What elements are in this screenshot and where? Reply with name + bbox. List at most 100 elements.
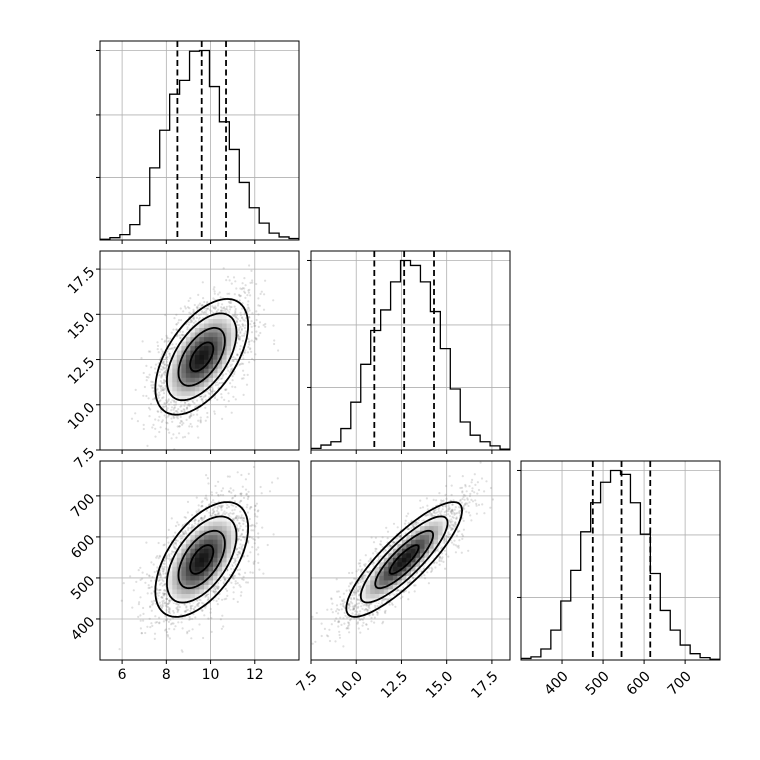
- density-cell: [199, 539, 205, 545]
- scatter-point: [152, 383, 155, 386]
- scatter-point: [230, 282, 233, 285]
- scatter-point: [169, 599, 172, 602]
- scatter-point: [154, 427, 157, 430]
- scatter-point: [268, 490, 272, 493]
- scatter-point: [162, 592, 165, 596]
- density-cell: [185, 566, 191, 572]
- scatter-point: [445, 535, 448, 538]
- density-cell: [194, 566, 200, 572]
- scatter-point: [242, 318, 245, 321]
- scatter-point: [214, 588, 217, 591]
- density-cell: [172, 579, 178, 585]
- scatter-point: [247, 560, 250, 563]
- scatter-point: [183, 404, 186, 407]
- scatter-point: [178, 425, 181, 428]
- scatter-point: [191, 317, 194, 320]
- scatter-point: [199, 416, 202, 419]
- density-cell: [185, 539, 191, 545]
- scatter-point: [162, 382, 165, 385]
- scatter-point: [231, 564, 234, 568]
- scatter-point: [411, 525, 415, 528]
- scatter-point: [328, 628, 331, 631]
- scatter-point: [165, 421, 168, 424]
- density-cell: [172, 354, 178, 360]
- scatter-point: [338, 620, 341, 624]
- scatter-point: [167, 606, 170, 609]
- scatter-point: [338, 595, 342, 599]
- scatter-point: [168, 431, 171, 434]
- scatter-point: [376, 613, 379, 616]
- scatter-point: [176, 610, 179, 614]
- scatter-point: [438, 559, 441, 563]
- scatter-point: [238, 338, 241, 341]
- scatter-point: [227, 513, 230, 516]
- scatter-point: [169, 401, 173, 404]
- scatter-point: [165, 557, 168, 560]
- scatter-point: [249, 506, 252, 509]
- scatter-point: [163, 360, 166, 363]
- scatter-point: [358, 602, 361, 605]
- scatter-point: [160, 606, 163, 609]
- scatter-point: [248, 264, 251, 267]
- scatter-point: [396, 526, 399, 529]
- scatter-point: [440, 499, 443, 502]
- scatter-point: [217, 597, 220, 600]
- scatter-point: [160, 389, 163, 392]
- density-cell: [190, 579, 196, 585]
- scatter-point: [442, 560, 445, 564]
- scatter-point: [158, 400, 161, 403]
- scatter-point: [470, 481, 473, 484]
- scatter-point: [165, 556, 168, 560]
- scatter-point: [166, 340, 169, 343]
- density-cell: [204, 570, 210, 576]
- density-cell: [181, 570, 187, 576]
- scatter-point: [220, 309, 223, 312]
- scatter-point: [197, 519, 200, 523]
- scatter-point: [203, 514, 206, 518]
- scatter-point: [172, 609, 175, 613]
- density-cell: [181, 390, 187, 396]
- scatter-point: [224, 579, 227, 582]
- scatter-point: [228, 308, 232, 311]
- scatter-point: [129, 575, 132, 578]
- density-cell: [226, 350, 232, 356]
- scatter-point: [331, 611, 334, 614]
- y-tick-label: 600: [68, 532, 98, 562]
- density-cell: [172, 359, 178, 365]
- scatter-point: [236, 529, 240, 532]
- scatter-point: [425, 497, 428, 500]
- scatter-point: [249, 551, 252, 554]
- scatter-point: [237, 336, 240, 340]
- scatter-point: [213, 506, 216, 509]
- scatter-point: [204, 594, 207, 597]
- density-cell: [208, 318, 214, 324]
- scatter-point: [171, 420, 174, 423]
- scatter-point: [357, 582, 360, 585]
- scatter-point: [364, 564, 367, 568]
- scatter-point: [254, 337, 258, 340]
- scatter-point: [227, 505, 230, 508]
- density-cell: [222, 530, 228, 536]
- scatter-point: [189, 605, 192, 609]
- scatter-point: [175, 607, 178, 610]
- density-cell: [194, 341, 200, 347]
- scatter-point: [254, 504, 257, 507]
- density-cell: [181, 359, 187, 365]
- scatter-point: [161, 605, 164, 608]
- scatter-point: [158, 415, 161, 418]
- scatter-point: [447, 531, 450, 534]
- scatter-point: [205, 474, 208, 477]
- scatter-point: [225, 305, 228, 308]
- scatter-point: [167, 635, 170, 638]
- density-cell: [217, 552, 223, 558]
- scatter-point: [156, 592, 159, 595]
- scatter-point: [165, 597, 168, 600]
- scatter-point: [273, 342, 276, 346]
- scatter-point: [385, 526, 388, 529]
- scatter-point: [192, 613, 195, 616]
- scatter-point: [217, 494, 220, 497]
- scatter-point: [409, 580, 412, 583]
- scatter-point: [211, 387, 214, 391]
- scatter-point: [222, 581, 225, 584]
- scatter-point: [172, 551, 175, 554]
